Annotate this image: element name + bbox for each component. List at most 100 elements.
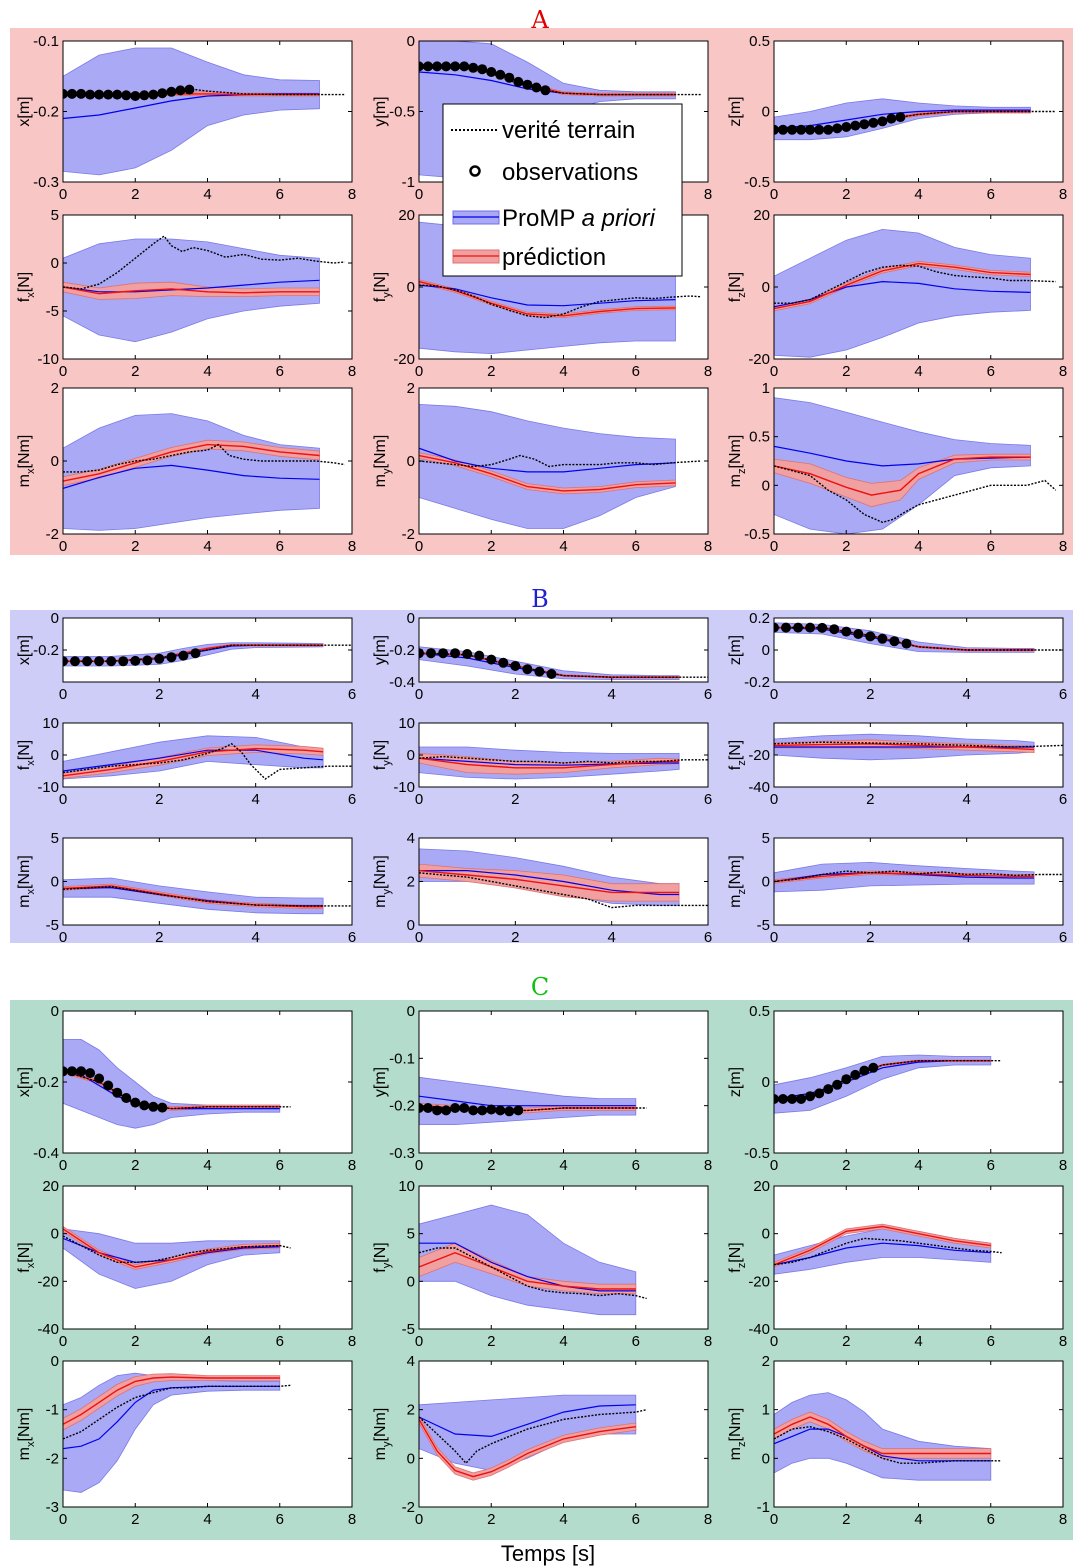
chart-a-panel-3: 0 2 4 6 8-0.500.5z[m] bbox=[727, 33, 1067, 203]
chart-a-panel-7-ytick-label: -2 bbox=[46, 526, 59, 543]
chart-b-panel-1-xtick-label: 2 bbox=[155, 686, 163, 703]
chart-c-panel-1-observation-point bbox=[157, 1102, 168, 1113]
chart-a-panel-2-observation-point bbox=[459, 61, 470, 72]
chart-b-panel-4-ylabel-symbol: f bbox=[16, 765, 33, 770]
chart-a-panel-8-ytick-label: 0 bbox=[407, 453, 415, 470]
chart-a-panel-3-xtick-label: 8 bbox=[1059, 186, 1067, 203]
chart-a-panel-5-xtick-label: 6 bbox=[632, 363, 640, 380]
chart-b-panel-2-ytick-label: 0 bbox=[407, 610, 415, 627]
chart-a-panel-8-prior-mean bbox=[419, 447, 676, 473]
chart-b-panel-6-ylabel: fz[N] bbox=[727, 740, 748, 770]
chart-a-panel-4-ground-truth bbox=[63, 235, 345, 290]
chart-c-panel-7-series bbox=[63, 1372, 291, 1493]
chart-a-panel-6-ylabel: fz[N] bbox=[727, 272, 748, 302]
chart-c-panel-8-xtick-label: 8 bbox=[704, 1511, 712, 1528]
chart-b-panel-3-xtick-label: 2 bbox=[866, 686, 874, 703]
chart-c-panel-8-ylabel-unit: [Nm] bbox=[372, 1408, 389, 1442]
chart-b-panel-9-prior-mean bbox=[774, 872, 1035, 883]
chart-c-panel-2-ytick-label: 0 bbox=[407, 1003, 415, 1020]
chart-b-panel-6-ylabel-symbol: f bbox=[727, 765, 744, 770]
chart-b-panel-8-ylabel-subscript: y bbox=[381, 888, 393, 894]
chart-b-panel-8-xtick-label: 4 bbox=[607, 929, 615, 946]
chart-c-panel-6-ytick-label: -40 bbox=[748, 1321, 770, 1338]
chart-c-panel-7-ytick-label: -3 bbox=[46, 1499, 59, 1516]
chart-a-panel-5-ylabel-unit: [N] bbox=[372, 272, 389, 292]
legend-prior-label: ProMP a priori bbox=[502, 205, 656, 232]
chart-a-panel-1: 0 2 4 6 8 -0.3 -0.2 -0.1 x[m] bbox=[16, 33, 356, 203]
chart-a-panel-8-ytick-label: 2 bbox=[407, 380, 415, 397]
chart-a-panel-9-ytick-label: 0 bbox=[762, 477, 770, 494]
chart-c-panel-2-ytick-label: -0.1 bbox=[389, 1050, 415, 1067]
chart-a-panel-7-prior-band bbox=[63, 413, 320, 531]
chart-c-panel-5-xtick-label: 4 bbox=[559, 1333, 567, 1350]
chart-c-panel-3-observation-point bbox=[774, 1094, 779, 1104]
chart-b-panel-4-xtick-label: 4 bbox=[251, 791, 259, 808]
chart-c-panel-7-prior-band bbox=[63, 1372, 281, 1493]
chart-c-panel-5-xtick-label: 6 bbox=[632, 1333, 640, 1350]
chart-a-panel-8-xtick-label: 6 bbox=[632, 538, 640, 555]
chart-a-panel-2-ylabel-symbol: y bbox=[372, 119, 389, 127]
chart-b-panel-1-xtick-label: 6 bbox=[348, 686, 356, 703]
chart-a-panel-8-ylabel-subscript: y bbox=[381, 468, 393, 474]
chart-b-panel-3-observation-point bbox=[805, 622, 816, 633]
chart-a-panel-9-ylabel-symbol: m bbox=[727, 474, 744, 487]
chart-a-panel-7-prediction-mean bbox=[63, 443, 320, 482]
chart-a-panel-7-xtick-label: 8 bbox=[348, 538, 356, 555]
chart-c-panel-4-ytick-label: 20 bbox=[42, 1178, 59, 1195]
chart-c-panel-3-xtick-label: 8 bbox=[1059, 1157, 1067, 1174]
chart-b-panel-9-ylabel-unit: [Nm] bbox=[727, 855, 744, 889]
chart-b-panel-5-ytick-label: -10 bbox=[393, 779, 415, 796]
chart-b-panel-8-series bbox=[419, 848, 708, 909]
chart-a-panel-4-ytick-label: 0 bbox=[51, 255, 59, 272]
chart-a-panel-9-prediction-mean bbox=[774, 456, 1031, 496]
chart-c-panel-2-ylabel: y[m] bbox=[372, 1067, 389, 1097]
chart-a-panel-3-observation-point bbox=[895, 112, 906, 123]
chart-a-panel-3-ylabel-unit: [m] bbox=[727, 96, 744, 118]
chart-b-panel-2-ytick-label: -0.4 bbox=[389, 674, 415, 691]
chart-c-panel-9-xtick-label: 2 bbox=[842, 1511, 850, 1528]
chart-c-panel-7-ytick-label: -2 bbox=[46, 1450, 59, 1467]
chart-b-panel-3-observation-point bbox=[793, 622, 804, 633]
chart-b-panel-5-ylabel-symbol: f bbox=[372, 765, 389, 770]
chart-c-panel-4-ylabel: fx[N] bbox=[16, 1242, 37, 1272]
chart-a-panel-5-prior-mean bbox=[419, 284, 676, 307]
chart-c-panel-1-observation-point bbox=[148, 1101, 159, 1112]
chart-b-panel-2-observation-point bbox=[486, 654, 497, 665]
chart-a-panel-5-xtick-label: 2 bbox=[487, 363, 495, 380]
chart-c-panel-6-prediction-band bbox=[774, 1223, 992, 1268]
chart-c-panel-3-ytick-label: 0.5 bbox=[749, 1003, 770, 1020]
chart-a-panel-8-xtick-label: 8 bbox=[704, 538, 712, 555]
chart-a-panel-7-series bbox=[63, 413, 345, 531]
chart-b-panel-2-ground-truth bbox=[419, 652, 708, 678]
chart-b-panel-9-xtick-label: 4 bbox=[962, 929, 970, 946]
chart-a-panel-5-xtick-label: 8 bbox=[704, 363, 712, 380]
chart-b-panel-1-observation-point bbox=[190, 648, 201, 659]
chart-c-panel-3-observation-point bbox=[805, 1091, 816, 1102]
chart-c-panel-4-xtick-label: 2 bbox=[131, 1333, 139, 1350]
chart-b-panel-2-xtick-label: 6 bbox=[704, 686, 712, 703]
chart-c-panel-2-xtick-label: 0 bbox=[415, 1157, 423, 1174]
chart-a-panel-7-xtick-label: 4 bbox=[203, 538, 211, 555]
chart-a-panel-5-ground-truth bbox=[419, 284, 701, 319]
chart-a-panel-2-ytick-label: 0 bbox=[407, 33, 415, 50]
chart-a-panel-3-xtick-label: 0 bbox=[770, 186, 778, 203]
chart-b-panel-1-observation-point bbox=[166, 652, 177, 663]
chart-a-panel-2-observation-point bbox=[468, 62, 479, 73]
chart-b-panel-7-xtick-label: 4 bbox=[251, 929, 259, 946]
chart-a-panel-2-ylabel-unit: [m] bbox=[372, 96, 389, 118]
chart-c-panel-1-xtick-label: 8 bbox=[348, 1157, 356, 1174]
chart-c-panel-9-ytick-label: 0 bbox=[762, 1450, 770, 1467]
chart-a-panel-1-observation-point bbox=[157, 88, 168, 99]
chart-b-panel-2-xtick-label: 4 bbox=[607, 686, 615, 703]
chart-c-panel-9-ytick-label: -1 bbox=[757, 1499, 770, 1516]
chart-b-panel-2-observation-point bbox=[438, 648, 449, 659]
chart-a-panel-9-xtick-label: 8 bbox=[1059, 538, 1067, 555]
chart-a-panel-5-ylabel-subscript: y bbox=[381, 292, 393, 298]
chart-c-panel-2-xtick-label: 8 bbox=[704, 1157, 712, 1174]
chart-c-panel-3-observation-point bbox=[841, 1074, 852, 1085]
chart-c-panel-3-observation-point bbox=[859, 1065, 870, 1076]
chart-b-panel-5-xtick-label: 2 bbox=[511, 791, 519, 808]
chart-c-panel-2-xtick-label: 6 bbox=[632, 1157, 640, 1174]
chart-b-panel-2-xtick-label: 2 bbox=[511, 686, 519, 703]
